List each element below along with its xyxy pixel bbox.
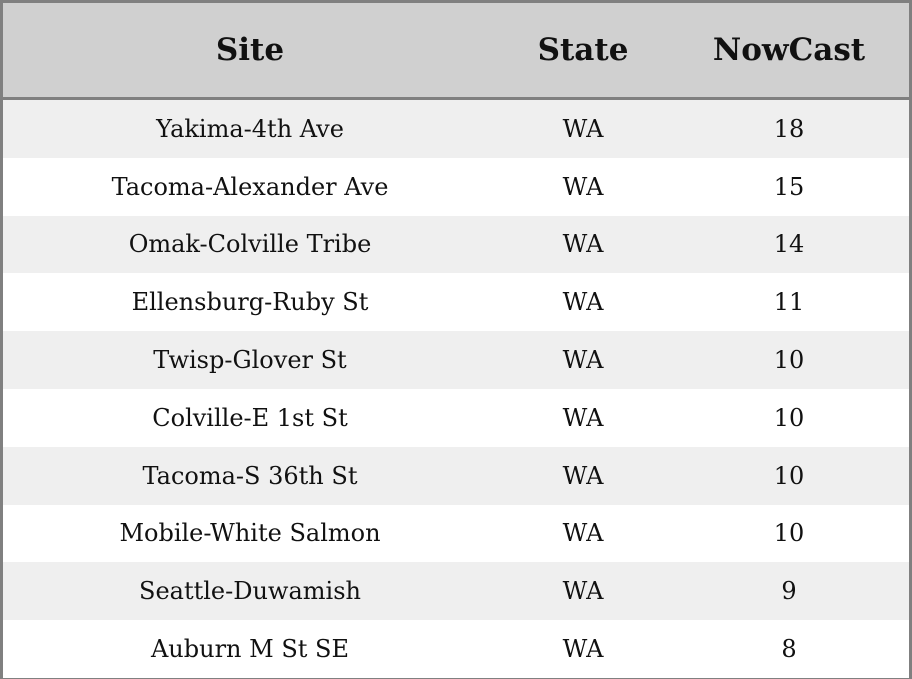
cell-nowcast: 15 (669, 157, 909, 216)
cell-site: Seattle-Duwamish (3, 562, 497, 621)
cell-site: Tacoma-S 36th St (3, 446, 497, 505)
cell-state: WA (497, 273, 669, 332)
table-row: Omak-Colville Tribe WA 14 (3, 215, 909, 274)
cell-state: WA (497, 331, 669, 389)
header-row: Site State NowCast (3, 3, 909, 100)
cell-site: Mobile-White Salmon (3, 504, 497, 563)
table-row: Colville-E 1st St WA 10 (3, 388, 909, 447)
cell-state: WA (497, 98, 669, 158)
table-row: Tacoma-S 36th St WA 10 (3, 446, 909, 505)
table-row: Seattle-Duwamish WA 9 (3, 562, 909, 621)
cell-nowcast: 14 (669, 215, 909, 274)
header-site: Site (3, 3, 497, 100)
cell-state: WA (497, 620, 669, 678)
cell-nowcast: 18 (669, 98, 909, 158)
cell-state: WA (497, 504, 669, 563)
cell-site: Omak-Colville Tribe (3, 215, 497, 274)
cell-nowcast: 9 (669, 562, 909, 621)
header-state: State (497, 3, 669, 100)
cell-nowcast: 8 (669, 620, 909, 678)
cell-state: WA (497, 215, 669, 274)
table-row: Ellensburg-Ruby St WA 11 (3, 273, 909, 332)
cell-site: Ellensburg-Ruby St (3, 273, 497, 332)
cell-nowcast: 10 (669, 504, 909, 563)
cell-state: WA (497, 446, 669, 505)
cell-site: Auburn M St SE (3, 620, 497, 678)
table-row: Auburn M St SE WA 8 (3, 620, 909, 678)
cell-nowcast: 10 (669, 388, 909, 447)
cell-site: Twisp-Glover St (3, 331, 497, 389)
table-row: Mobile-White Salmon WA 10 (3, 504, 909, 563)
nowcast-table: Site State NowCast Yakima-4th Ave WA 18 Tac… (3, 3, 909, 678)
cell-nowcast: 10 (669, 446, 909, 505)
header-nowcast: NowCast (669, 3, 909, 100)
cell-nowcast: 10 (669, 331, 909, 389)
cell-site: Tacoma-Alexander Ave (3, 157, 497, 216)
table-row: Tacoma-Alexander Ave WA 15 (3, 157, 909, 216)
table-row: Twisp-Glover St WA 10 (3, 331, 909, 389)
cell-nowcast: 11 (669, 273, 909, 332)
cell-state: WA (497, 157, 669, 216)
table-row: Yakima-4th Ave WA 18 (3, 98, 909, 158)
cell-state: WA (497, 562, 669, 621)
cell-site: Colville-E 1st St (3, 388, 497, 447)
cell-site: Yakima-4th Ave (3, 98, 497, 158)
cell-state: WA (497, 388, 669, 447)
